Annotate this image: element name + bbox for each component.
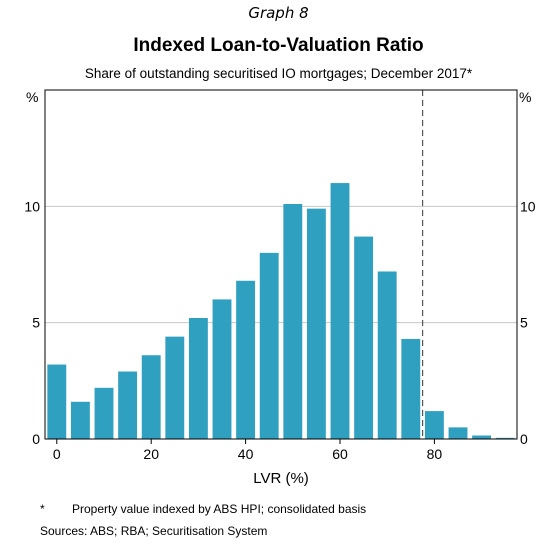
bar-5 bbox=[70, 401, 90, 439]
y-tick-label-right-10: 10 bbox=[520, 198, 536, 214]
bar-40 bbox=[236, 280, 256, 439]
bar-95 bbox=[495, 437, 515, 439]
chart-canvas: 0 20 40 60 800 05 510 10% %LVR (%) bbox=[24, 89, 535, 487]
footnote-marker: * bbox=[40, 502, 45, 516]
plot-frame bbox=[44, 89, 518, 440]
gridlines bbox=[45, 205, 517, 324]
bar-55 bbox=[306, 208, 326, 439]
y-unit-left: % bbox=[26, 89, 38, 105]
x-tick-label-80: 80 bbox=[427, 446, 443, 462]
bar-0 bbox=[47, 364, 67, 439]
bar-15 bbox=[118, 371, 138, 439]
y-tick-label-left-10: 10 bbox=[24, 198, 40, 214]
footnote-text: Property value indexed by ABS HPI; conso… bbox=[72, 502, 367, 516]
axes bbox=[44, 89, 518, 444]
chart-subtitle: Share of outstanding securitised IO mort… bbox=[84, 66, 473, 81]
bar-50 bbox=[283, 204, 303, 439]
y-tick-label-right-5: 5 bbox=[520, 315, 528, 331]
footnote: * Property value indexed by ABS HPI; cons… bbox=[40, 502, 366, 516]
x-tick-label-60: 60 bbox=[332, 446, 348, 462]
bar-35 bbox=[212, 299, 232, 439]
y-tick-label-left-0: 0 bbox=[32, 431, 40, 447]
bar-30 bbox=[188, 318, 208, 439]
y-tick-label-right-0: 0 bbox=[520, 431, 528, 447]
sources-note: Sources: ABS; RBA; Securitisation System bbox=[40, 524, 268, 538]
bar-85 bbox=[448, 427, 468, 439]
x-axis-title: LVR (%) bbox=[253, 470, 309, 487]
y-unit-right: % bbox=[519, 89, 531, 105]
bar-60 bbox=[330, 183, 350, 439]
chart-title: Indexed Loan-to-Valuation Ratio bbox=[133, 35, 424, 56]
x-tick-label-0: 0 bbox=[53, 446, 61, 462]
x-tick-label-20: 20 bbox=[143, 446, 159, 462]
bar-20 bbox=[141, 355, 161, 439]
bar-25 bbox=[165, 336, 185, 439]
axis-labels: 0 20 40 60 800 05 510 10% %LVR (%) bbox=[24, 89, 535, 487]
x-tick-label-40: 40 bbox=[238, 446, 254, 462]
bar-45 bbox=[259, 252, 279, 439]
bar-65 bbox=[354, 236, 374, 439]
bar-series bbox=[47, 183, 515, 439]
bar-90 bbox=[472, 435, 492, 439]
bar-80 bbox=[424, 411, 444, 439]
bar-75 bbox=[401, 338, 421, 439]
y-tick-label-left-5: 5 bbox=[32, 315, 40, 331]
bar-10 bbox=[94, 387, 114, 439]
bar-70 bbox=[377, 271, 397, 439]
graph-number: Graph 8 bbox=[248, 4, 309, 22]
